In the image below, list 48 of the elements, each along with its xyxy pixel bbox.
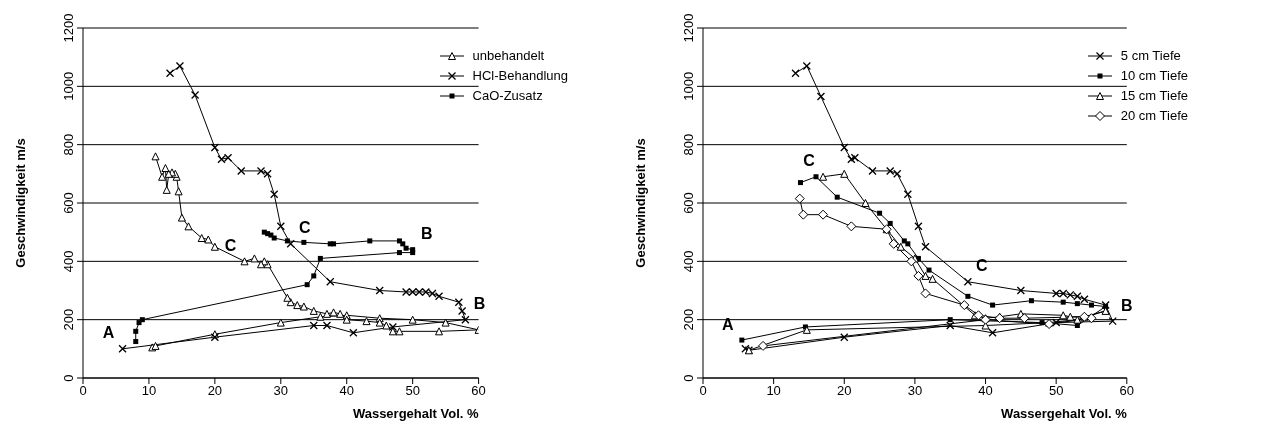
x-tick-label: 0 bbox=[699, 383, 707, 399]
annotation: B bbox=[420, 225, 433, 243]
y-axis-title: Geschwindigkeit m/s bbox=[632, 138, 648, 268]
annotation: A bbox=[102, 324, 115, 342]
x-tick-label: 60 bbox=[1119, 383, 1135, 399]
x-tick-label: 20 bbox=[207, 383, 223, 399]
annotation: C bbox=[298, 219, 311, 237]
legend-label: CaO-Zusatz bbox=[472, 88, 543, 103]
y-tick-label: 1000 bbox=[61, 71, 76, 101]
y-tick-label: 200 bbox=[681, 308, 696, 331]
y-tick-label: 800 bbox=[61, 133, 76, 156]
legend-label: 15 cm Tiefe bbox=[1120, 88, 1188, 103]
y-tick-label: 800 bbox=[681, 133, 696, 156]
x-tick-label: 30 bbox=[273, 383, 289, 399]
y-tick-label: 1200 bbox=[61, 13, 76, 43]
legend-label: 5 cm Tiefe bbox=[1120, 48, 1181, 63]
x-tick-label: 0 bbox=[79, 383, 87, 399]
x-axis-title: Wassergehalt Vol. % bbox=[1001, 406, 1128, 421]
x-tick-label: 40 bbox=[339, 383, 354, 399]
x-tick-label: 50 bbox=[1048, 383, 1064, 399]
y-tick-label: 0 bbox=[61, 374, 76, 382]
x-tick-label: 60 bbox=[471, 383, 486, 399]
annotation: A bbox=[722, 315, 735, 333]
y-tick-label: 600 bbox=[61, 192, 76, 214]
annotation: C bbox=[224, 236, 237, 254]
annotation: B bbox=[473, 295, 486, 313]
x-tick-label: 10 bbox=[766, 383, 781, 399]
annotation: C bbox=[803, 152, 816, 170]
legend-label: unbehandelt bbox=[472, 48, 545, 63]
x-tick-label: 10 bbox=[141, 383, 157, 399]
y-axis-title: Geschwindigkeit m/s bbox=[12, 138, 28, 268]
y-tick-label: 1000 bbox=[681, 71, 696, 101]
annotation: C bbox=[976, 257, 989, 275]
x-tick-label: 20 bbox=[837, 383, 852, 399]
y-tick-label: 0 bbox=[681, 374, 696, 382]
y-tick-label: 200 bbox=[61, 308, 76, 331]
legend-label: HCl-Behandlung bbox=[472, 68, 568, 83]
y-tick-label: 400 bbox=[61, 250, 76, 273]
legend-label: 20 cm Tiefe bbox=[1120, 108, 1188, 123]
annotation: B bbox=[1120, 296, 1133, 314]
legend-label: 10 cm Tiefe bbox=[1120, 68, 1188, 83]
x-tick-label: 30 bbox=[907, 383, 923, 399]
x-tick-label: 50 bbox=[405, 383, 420, 399]
y-tick-label: 600 bbox=[681, 192, 696, 214]
x-tick-label: 40 bbox=[978, 383, 993, 399]
y-tick-label: 400 bbox=[681, 250, 696, 273]
x-axis-title: Wassergehalt Vol. % bbox=[352, 406, 480, 421]
y-tick-label: 1200 bbox=[681, 13, 696, 43]
